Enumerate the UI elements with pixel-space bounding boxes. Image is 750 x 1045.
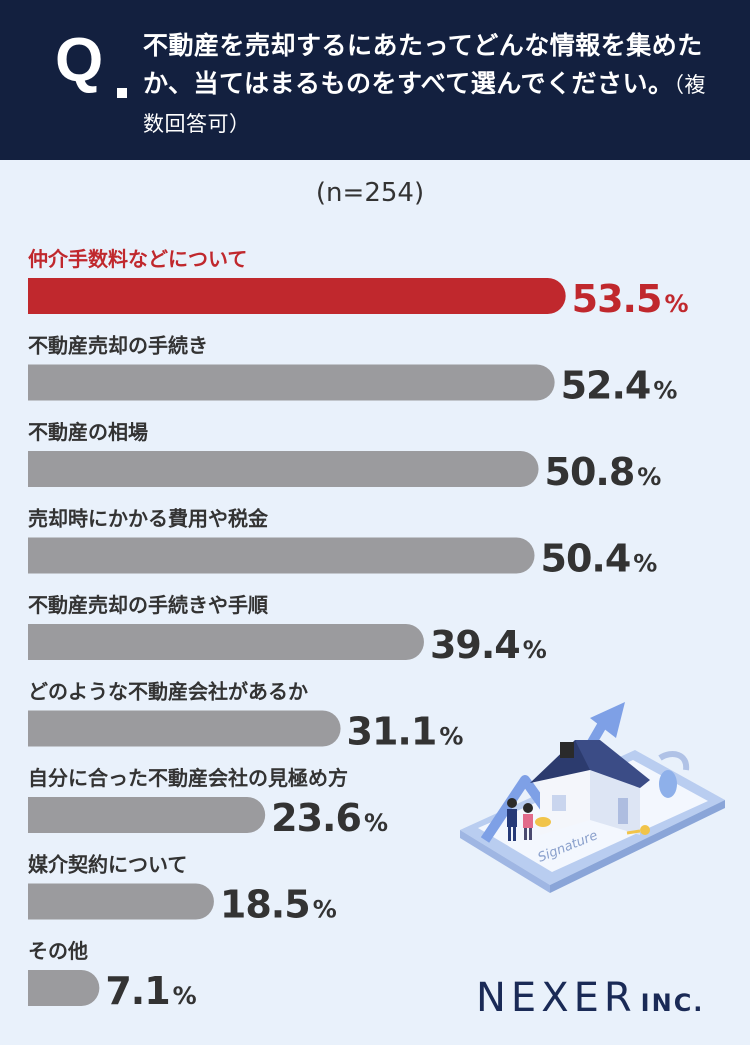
value-number: 52.4 xyxy=(561,364,651,408)
value-number: 31.1 xyxy=(347,710,437,754)
value-label: 52.4% xyxy=(561,364,678,408)
category-label: 自分に合った不動産会社の見極め方 xyxy=(28,766,348,790)
q-label: Q xyxy=(55,26,104,95)
category-label: 媒介契約について xyxy=(28,853,187,877)
question-note: （複数回答可） xyxy=(143,73,707,136)
bar xyxy=(28,883,214,920)
bar xyxy=(28,364,555,401)
value-number: 7.1 xyxy=(105,969,169,1013)
bar xyxy=(28,278,566,314)
category-label: どのような不動産会社があるか xyxy=(28,680,308,704)
value-number: 53.5 xyxy=(572,277,662,321)
sample-size: (n=254) xyxy=(315,178,425,208)
category-label: 不動産売却の手続きや手順 xyxy=(28,593,269,617)
value-unit: % xyxy=(173,982,197,1010)
category-label: 仲介手数料などについて xyxy=(28,247,247,271)
value-label: 53.5% xyxy=(572,277,689,321)
q-dot xyxy=(117,88,127,98)
value-label: 50.8% xyxy=(545,450,662,494)
value-number: 50.4 xyxy=(541,537,631,581)
value-unit: % xyxy=(313,896,337,924)
value-label: 39.4% xyxy=(430,623,547,667)
question-main: 不動産を売却するにあたってどんな情報を集めたか、当てはまるものをすべて選んでくだ… xyxy=(143,31,703,98)
bar-chart: 仲介手数料などについて 53.5 % 不動産売却の手続き 52.4 % 不動産の相場 50.8… xyxy=(28,247,689,1013)
category-label: 不動産の相場 xyxy=(28,420,148,444)
value-label: 31.1% xyxy=(347,710,464,754)
category-label: 不動産売却の手続き xyxy=(28,334,208,358)
bar xyxy=(28,451,539,487)
value-number: 18.5 xyxy=(220,883,310,927)
logo-suffix: INC. xyxy=(640,989,705,1017)
value-unit: % xyxy=(664,290,688,318)
value-unit: % xyxy=(364,809,388,837)
value-number: 23.6 xyxy=(271,796,361,840)
bar xyxy=(28,970,100,1006)
category-label: 売却時にかかる費用や税金 xyxy=(28,507,269,531)
logo-name: NEXER xyxy=(476,975,637,1021)
value-label: 50.4% xyxy=(541,537,658,581)
value-number: 39.4 xyxy=(430,623,520,667)
value-unit: % xyxy=(523,636,547,664)
value-unit: % xyxy=(637,463,661,491)
bar xyxy=(28,710,341,747)
bar xyxy=(28,624,424,660)
question-header: Q 不動産を売却するにあたってどんな情報を集めたか、当てはまるものをすべて選んで… xyxy=(0,0,750,160)
value-label: 7.1% xyxy=(105,969,196,1013)
value-label: 18.5% xyxy=(220,883,337,927)
category-label: その他 xyxy=(28,939,88,963)
bar xyxy=(28,537,535,574)
value-unit: % xyxy=(633,550,657,578)
house-sale-illustration-icon: Signature xyxy=(460,702,725,893)
value-unit: % xyxy=(439,723,463,751)
nexer-logo: NEXER INC. xyxy=(476,975,704,1021)
value-label: 23.6% xyxy=(271,796,388,840)
bar xyxy=(28,797,266,833)
question-text: 不動産を売却するにあたってどんな情報を集めたか、当てはまるものをすべて選んでくだ… xyxy=(143,27,723,143)
value-unit: % xyxy=(653,377,677,405)
value-number: 50.8 xyxy=(545,450,635,494)
